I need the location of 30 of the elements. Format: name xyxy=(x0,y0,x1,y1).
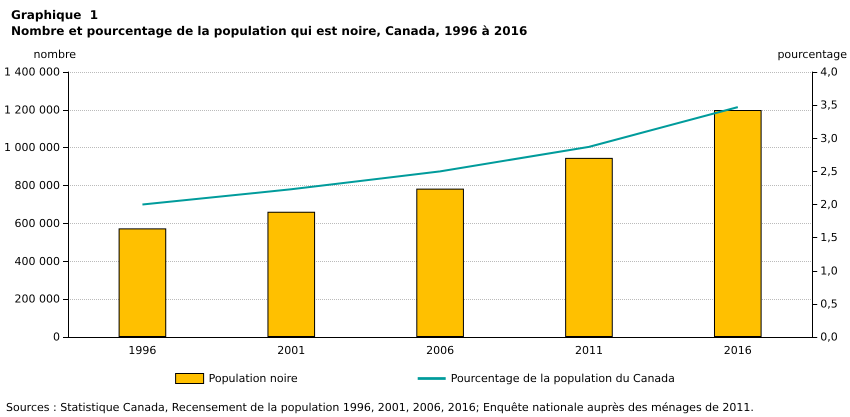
y2-axis-title: pourcentage xyxy=(777,48,848,61)
y-tick-label: 200 000 xyxy=(14,292,60,306)
y2-tick-label: 0,5 xyxy=(820,297,838,310)
x-tick-label: 1996 xyxy=(128,344,156,357)
y2-tick-label: 0,0 xyxy=(820,330,838,344)
y2-tick-label: 3,0 xyxy=(820,132,838,145)
y2-tick-label: 4,0 xyxy=(820,66,838,78)
y2-tick-label: 3,5 xyxy=(820,98,838,112)
y-tick-label: 400 000 xyxy=(14,254,60,268)
y2-tick-label: 2,0 xyxy=(820,198,838,211)
y-tick-label: 600 000 xyxy=(14,216,60,230)
x-tick-label: 2011 xyxy=(574,344,603,357)
y-tick-label: 800 000 xyxy=(14,179,60,192)
y-tick-label: 0 xyxy=(53,330,60,344)
line-series xyxy=(141,106,739,206)
legend-label: Population noire xyxy=(208,372,298,385)
y-tick-label: 1 000 000 xyxy=(4,141,60,154)
x-tick-label: 2001 xyxy=(277,344,306,357)
legend-label: Pourcentage de la population du Canada xyxy=(450,372,675,385)
chart-title: Graphique 1 xyxy=(11,8,98,22)
source-note: Sources : Statistique Canada, Recensement de la population 1996, 2001, 2006, 2016; Enquête nationale auprès des ménages de 2011. xyxy=(6,401,754,414)
y2-tick-label: 1,5 xyxy=(820,231,838,244)
x-tick-label: 2016 xyxy=(724,344,752,357)
y2-tick-label: 1,0 xyxy=(820,264,838,278)
x-tick-label: 2006 xyxy=(426,344,454,357)
y-axis-title: nombre xyxy=(34,48,76,61)
y-tick-label: 1 200 000 xyxy=(4,103,60,116)
y-tick-label: 1 400 000 xyxy=(4,66,60,78)
chart-subtitle: Nombre et pourcentage de la population qui est noire, Canada, 1996 à 2016 xyxy=(11,24,528,38)
y2-tick-label: 2,5 xyxy=(820,164,838,178)
